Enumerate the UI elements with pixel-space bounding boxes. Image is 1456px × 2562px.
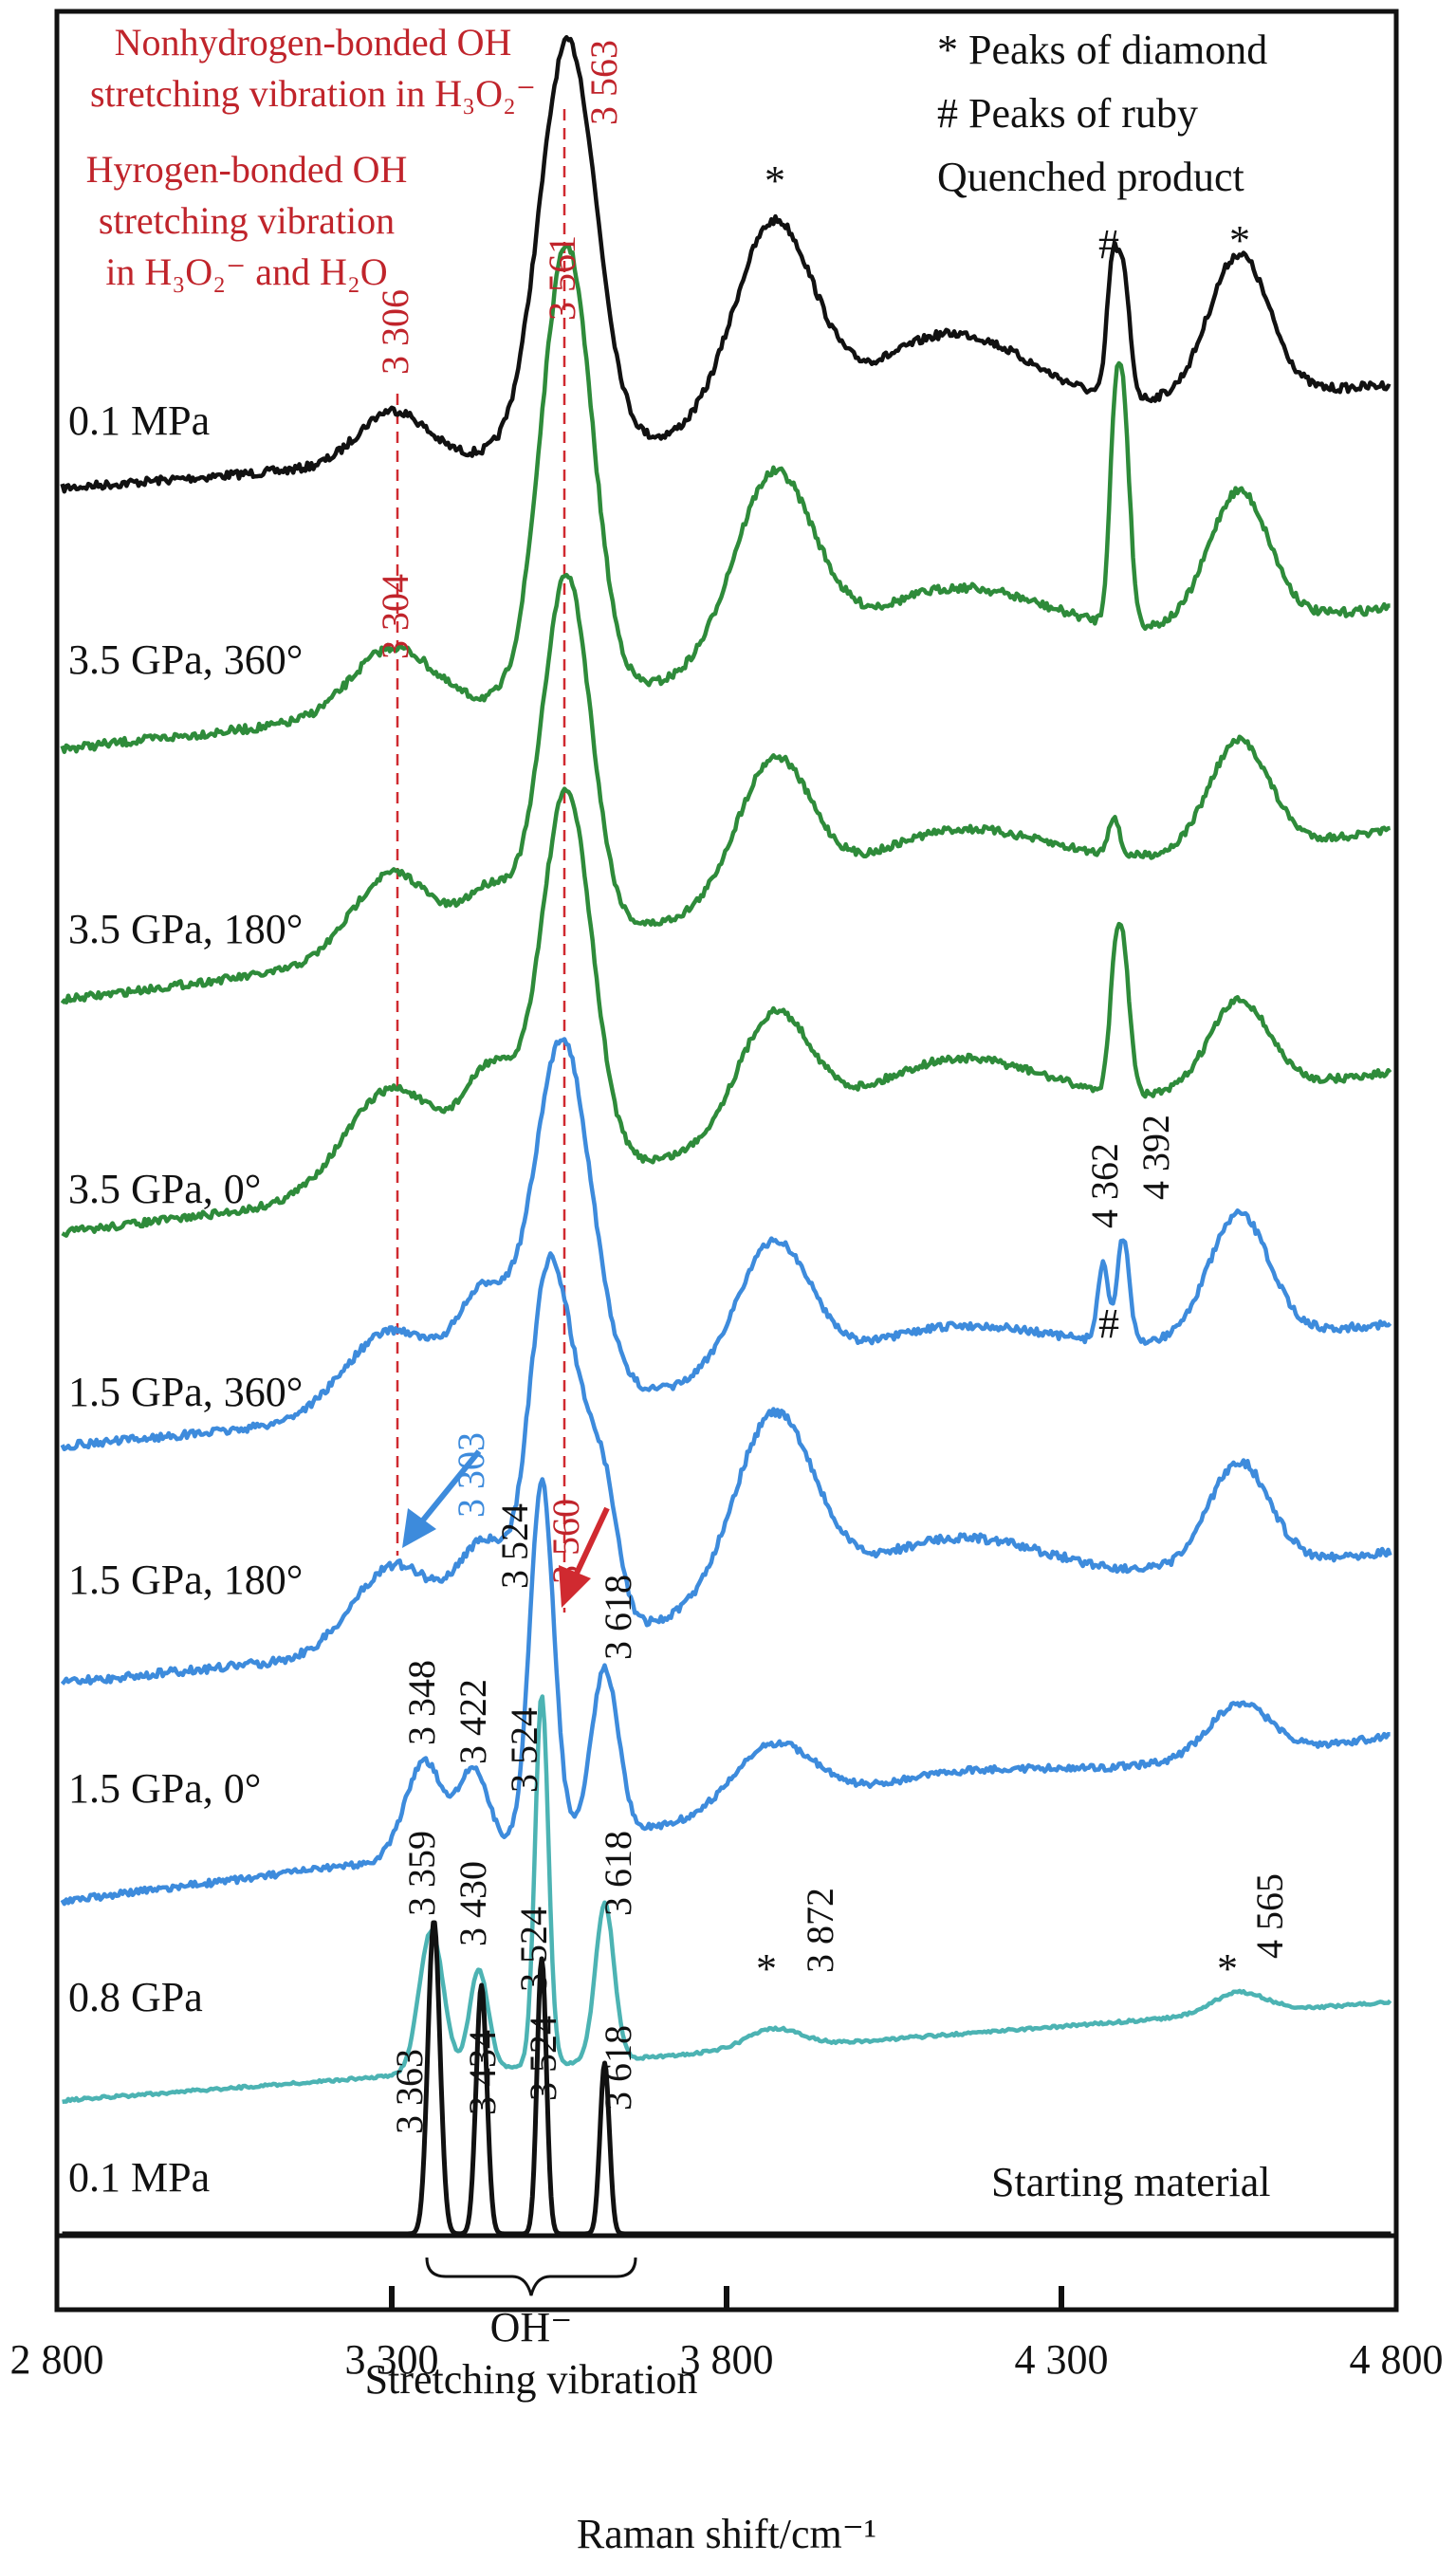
peak-label-3618-b: 3 618 <box>597 1831 639 1916</box>
x-tick-label: 4 800 <box>1350 2336 1444 2383</box>
legend-diamond: * Peaks of diamond <box>937 27 1267 73</box>
stretching-vibration-label: Stretching vibration <box>365 2356 698 2403</box>
diamond-marker-4: * <box>1217 1945 1238 1992</box>
series-label-8: 0.1 MPa <box>68 2154 210 2201</box>
series-label-3: 3.5 GPa, 0° <box>68 1166 261 1212</box>
spectrum-line-2 <box>60 572 1391 1005</box>
peak-label-3524-c: 3 524 <box>512 1907 555 1992</box>
annotation-nonhydrogen-line2: stretching vibration in H₃O₂⁻ <box>90 72 536 115</box>
peak-label-3524-a: 3 524 <box>493 1503 536 1589</box>
annotation-hydrogen-line2: stretching vibration <box>99 199 395 242</box>
diamond-marker-2: * <box>1229 217 1250 264</box>
x-tick-label: 3 800 <box>680 2336 774 2383</box>
x-tick-label: 3 300 <box>345 2336 439 2383</box>
series-label-7: 0.8 GPa <box>68 1974 203 2020</box>
annotation-nonhydrogen-line1: Nonhydrogen-bonded OH <box>115 21 512 64</box>
peak-label-3561: 3 561 <box>541 235 583 321</box>
series-label-0: 0.1 MPa <box>68 397 210 444</box>
diamond-marker-3: * <box>756 1945 777 1992</box>
peak-label-4392: 4 392 <box>1134 1115 1177 1200</box>
spectrum-line-0 <box>60 34 1391 494</box>
plot-frame <box>54 9 1399 2313</box>
legend-quenched: Quenched product <box>937 154 1244 200</box>
annotation-hydrogen-line3: in H₃O₂⁻ and H₂O <box>105 250 387 293</box>
peak-label-3430: 3 430 <box>452 1861 494 1946</box>
spectra-group <box>60 34 1392 2237</box>
diamond-marker-1: * <box>765 157 785 204</box>
legend-ruby: # Peaks of ruby <box>937 90 1198 137</box>
peak-label-3524-d: 3 524 <box>522 2016 564 2101</box>
red-arrow <box>559 1506 610 1608</box>
peak-label-3304: 3 304 <box>374 574 416 659</box>
peak-label-3348: 3 348 <box>400 1660 443 1745</box>
x-axis-title: Raman shift/cm⁻¹ <box>577 2511 876 2557</box>
peak-label-3524-b: 3 524 <box>503 1707 545 1793</box>
peak-label-3618-a: 3 618 <box>597 1575 639 1660</box>
peak-label-3422: 3 422 <box>452 1679 494 1764</box>
peak-label-3434: 3 434 <box>461 2030 504 2115</box>
series-label-2: 3.5 GPa, 180° <box>68 906 303 952</box>
peak-label-3618-c: 3 618 <box>597 2025 639 2110</box>
peak-label-3363: 3 363 <box>388 2049 431 2134</box>
spectrum-line-6 <box>60 1477 1391 1907</box>
spectrum-line-7 <box>62 1694 1392 2105</box>
oh-label: OH⁻ <box>490 2304 573 2350</box>
peak-label-4362: 4 362 <box>1083 1143 1126 1228</box>
x-tick-label: 2 800 <box>10 2336 104 2383</box>
ruby-marker-2: # <box>1098 1300 1119 1347</box>
series-label-5: 1.5 GPa, 180° <box>68 1557 303 1603</box>
series-label-6: 1.5 GPa, 0° <box>68 1765 261 1812</box>
peak-label-4565: 4 565 <box>1248 1873 1291 1959</box>
starting-material-label: Starting material <box>991 2159 1270 2205</box>
annotation-hydrogen-line1: Hyrogen-bonded OH <box>86 148 408 191</box>
series-label-1: 3.5 GPa, 360° <box>68 636 303 683</box>
oh-brace <box>425 2257 637 2296</box>
spectrum-line-4 <box>60 1037 1392 1452</box>
spectrum-line-5 <box>60 1251 1392 1686</box>
x-axis-ticks: 2 800 3 300 3 800 4 300 4 800 <box>10 2286 1444 2383</box>
series-label-4: 1.5 GPa, 360° <box>68 1369 303 1415</box>
peak-label-3303: 3 303 <box>450 1432 492 1518</box>
peak-label-3563: 3 563 <box>582 40 625 125</box>
peak-label-3359: 3 359 <box>400 1831 443 1916</box>
spectrum-line-8 <box>61 1920 1392 2237</box>
peak-label-3306: 3 306 <box>374 289 416 375</box>
x-tick-label: 4 300 <box>1015 2336 1109 2383</box>
peak-label-3872: 3 872 <box>799 1888 841 1973</box>
ruby-marker-1: # <box>1098 221 1119 267</box>
spectrum-line-3 <box>61 786 1392 1238</box>
spectrum-line-1 <box>60 243 1391 754</box>
blue-arrow <box>402 1449 482 1548</box>
